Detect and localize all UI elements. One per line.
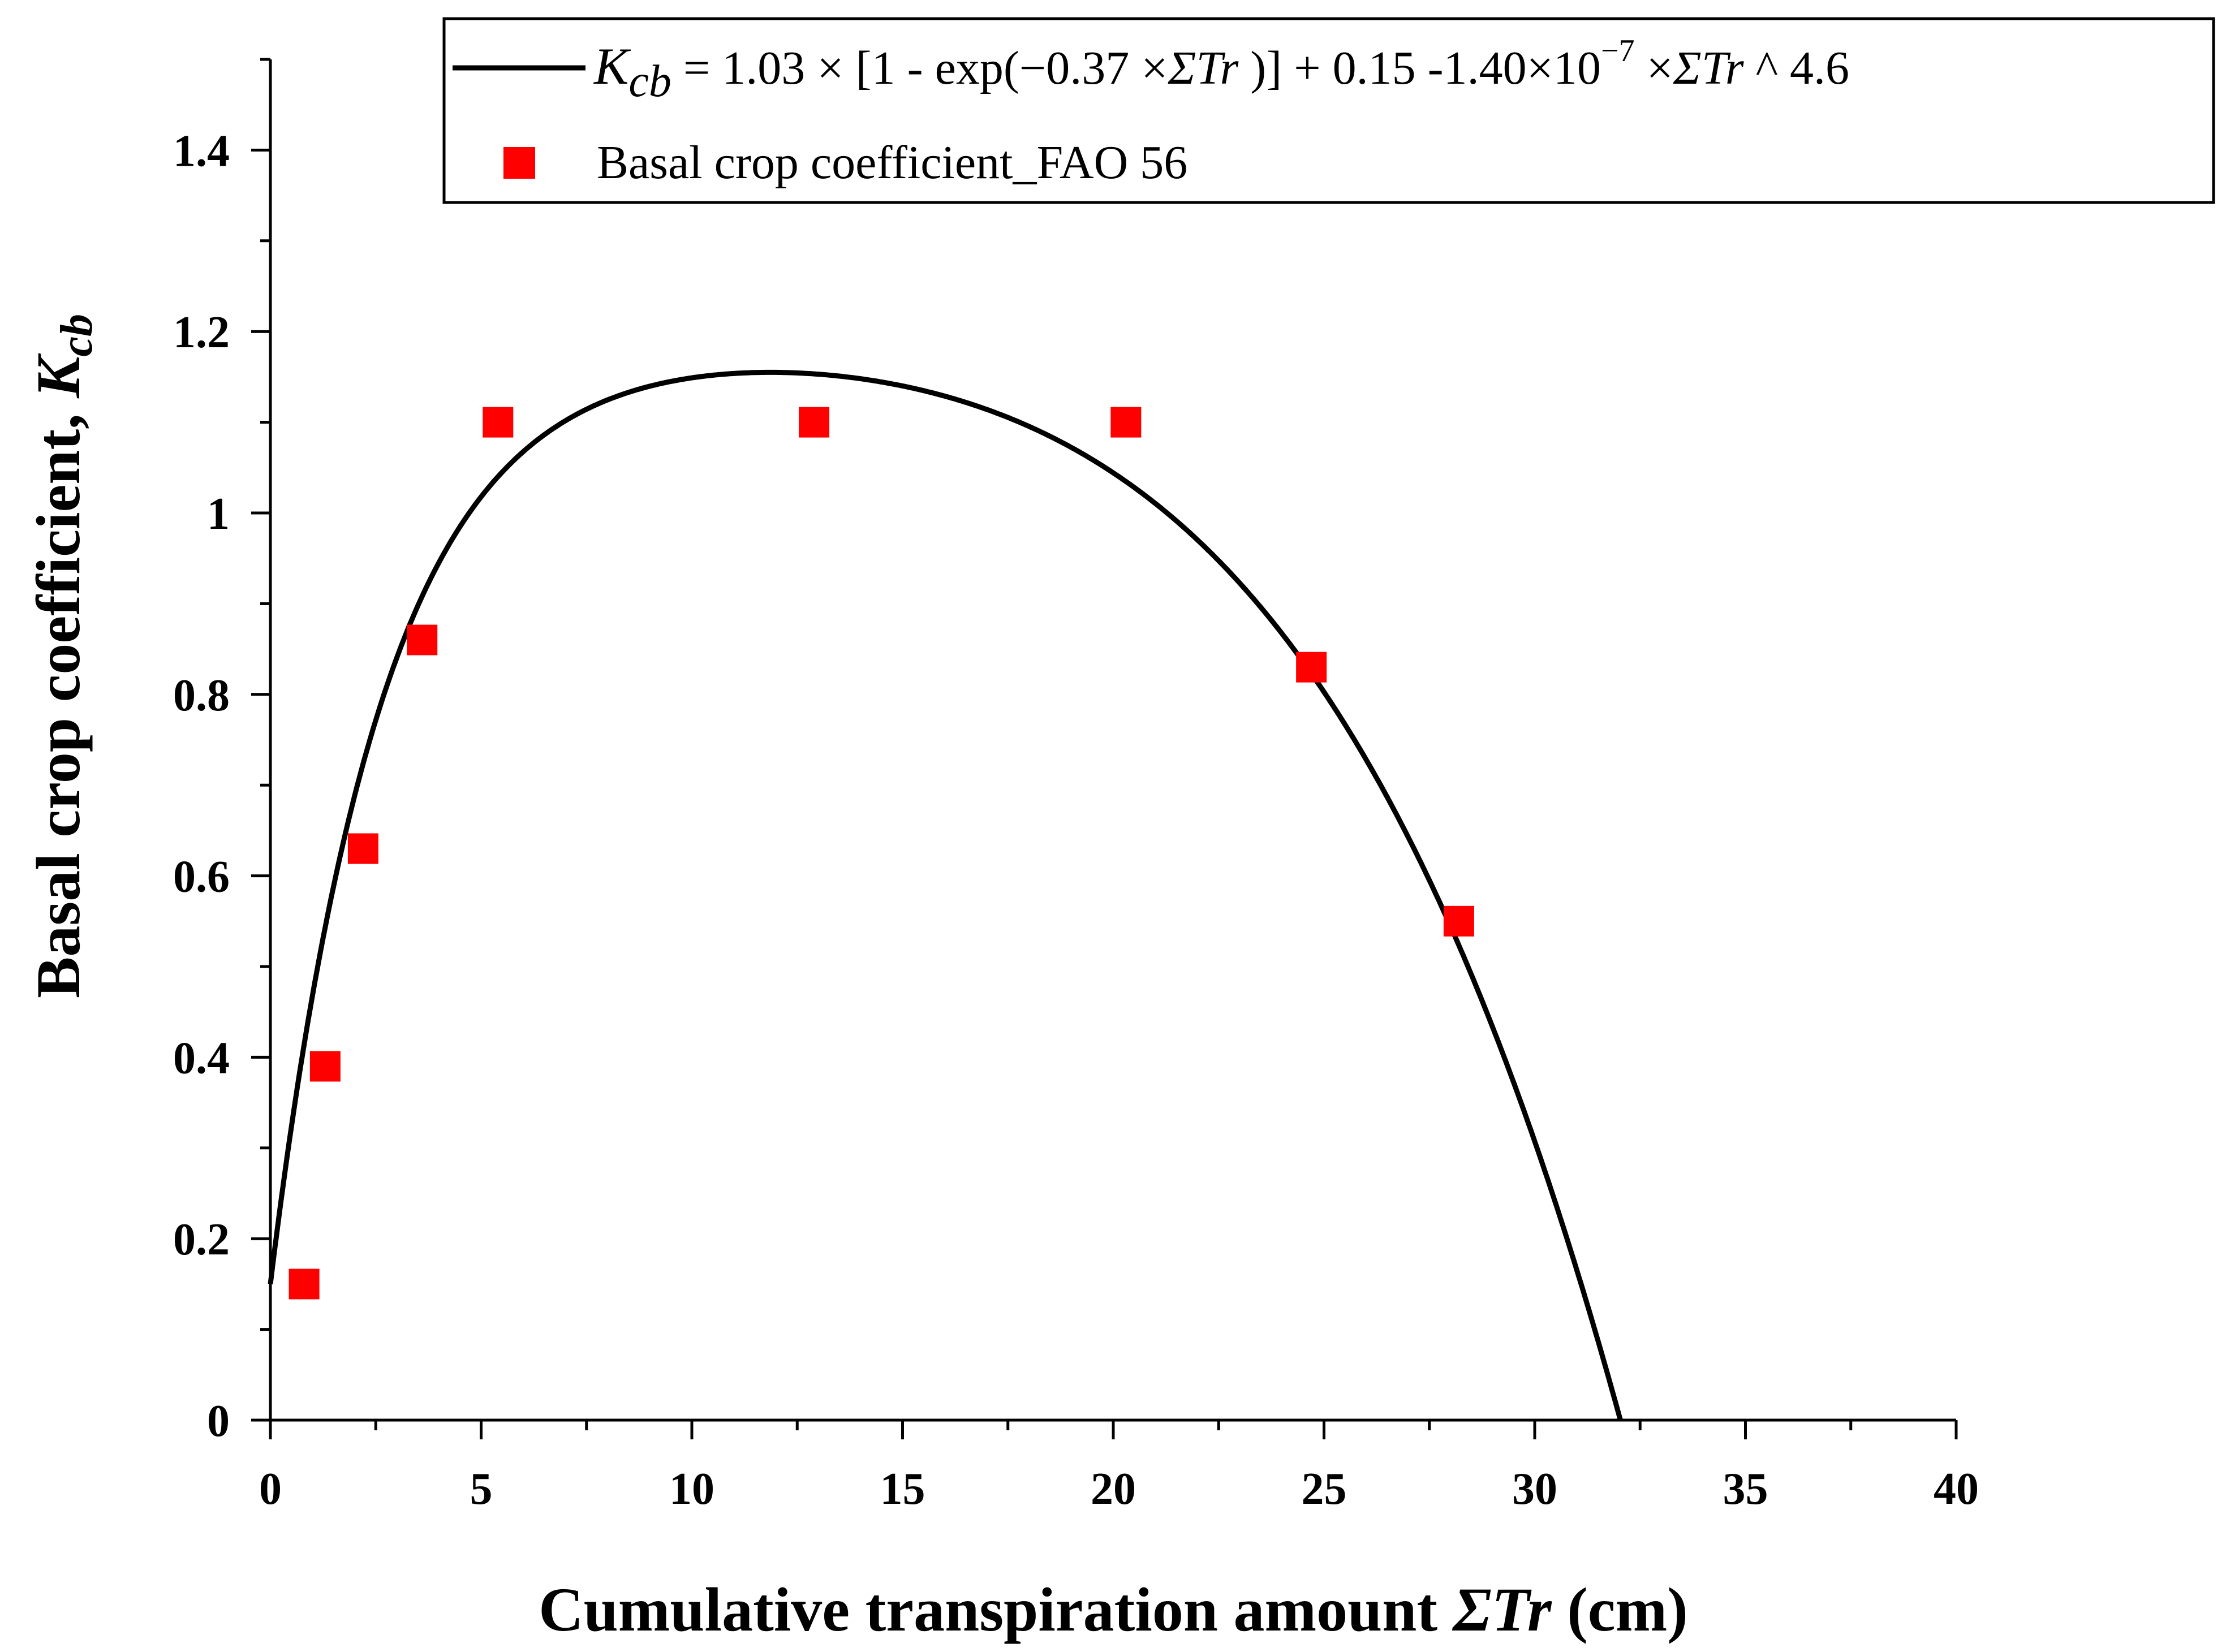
y-ticks: 0 0.2 0.4 0.6 0.8 1 1.2 1.4 [173, 58, 270, 1446]
x-tick-label: 40 [1934, 1464, 1979, 1514]
x-axis-title: Cumulative transpiration amount ΣTr (cm) [539, 1575, 1688, 1644]
x-tick-label: 10 [669, 1464, 714, 1514]
data-points [289, 407, 1474, 1300]
legend-points-label: Basal crop coefficient_FAO 56 [597, 136, 1187, 189]
x-ticks: 0 5 10 15 20 25 30 35 40 [259, 1420, 1979, 1514]
y-tick-label: 1.2 [173, 308, 230, 357]
x-tick-label: 5 [470, 1464, 493, 1514]
data-point [799, 407, 830, 438]
y-tick-label: 1.4 [173, 126, 230, 176]
x-tick-label: 25 [1302, 1464, 1347, 1514]
y-tick-label: 0.6 [173, 852, 230, 902]
y-tick-label: 1 [207, 489, 230, 539]
fit-curve-layer [268, 369, 1623, 1421]
fit-curve [268, 369, 1623, 1421]
x-tick-label: 30 [1512, 1464, 1557, 1514]
y-tick-label: 0.8 [173, 671, 230, 721]
data-point [407, 624, 438, 655]
data-point [347, 833, 378, 864]
data-point [1296, 652, 1327, 683]
y-axis-title: Basal crop coefficient, Kcb [24, 314, 102, 998]
y-tick-label: 0.4 [173, 1033, 230, 1083]
y-tick-label: 0.2 [173, 1215, 230, 1265]
legend-marker-swatch [503, 147, 535, 179]
data-point [483, 407, 514, 438]
x-tick-label: 20 [1091, 1464, 1136, 1514]
y-tick-label: 0 [207, 1396, 230, 1446]
data-point [289, 1269, 320, 1300]
legend-fit-label: Kcb = 1.03 × [1 - exp(−0.37 ×ΣTr )] + 0.… [593, 33, 1849, 106]
legend: Kcb = 1.03 × [1 - exp(−0.37 ×ΣTr )] + 0.… [442, 17, 2215, 204]
x-tick-label: 0 [259, 1464, 282, 1514]
legend-box [442, 17, 2215, 204]
x-tick-label: 35 [1723, 1464, 1768, 1514]
data-point [309, 1051, 341, 1082]
data-point [1443, 905, 1474, 937]
data-point [1110, 407, 1142, 438]
axes [269, 59, 1956, 1422]
x-tick-label: 15 [880, 1464, 925, 1514]
